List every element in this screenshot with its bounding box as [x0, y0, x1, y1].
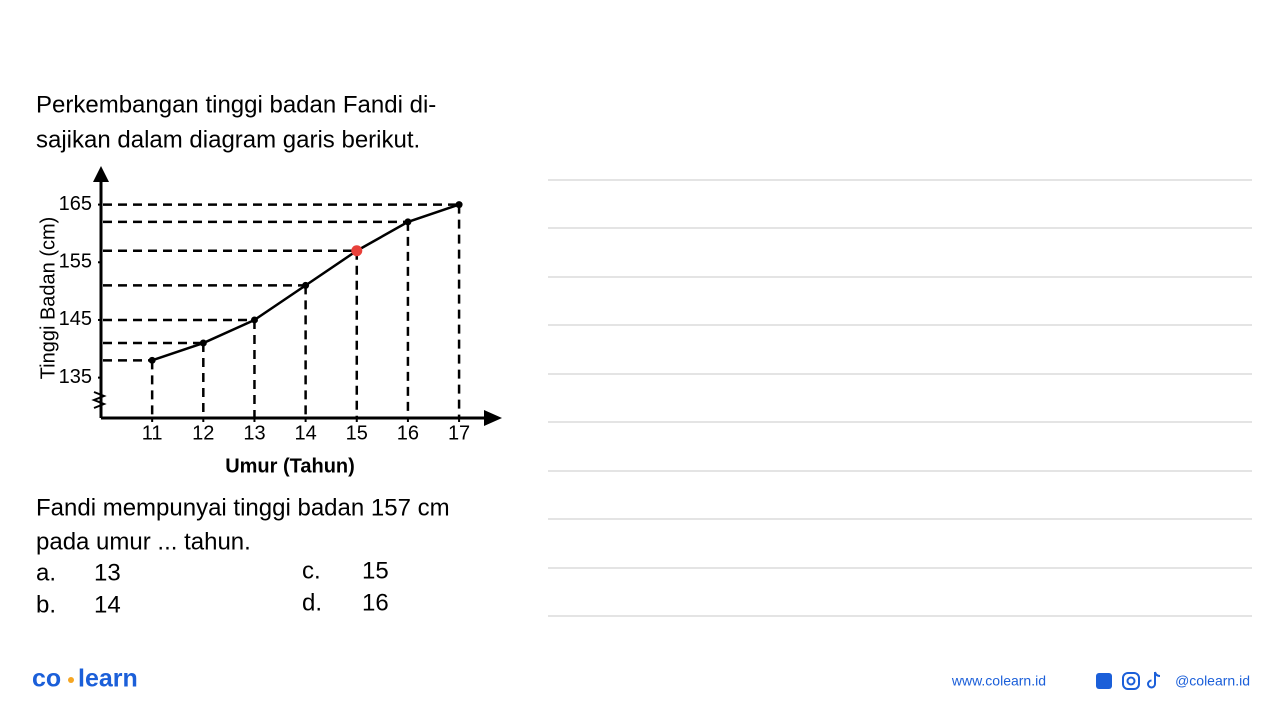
data-point: [455, 201, 463, 209]
data-point: [302, 281, 310, 289]
x-tick-label: 12: [192, 422, 214, 444]
data-point: [148, 356, 156, 364]
y-tick-label: 165: [59, 193, 92, 215]
option-text: 14: [94, 591, 121, 618]
intro-line: sajikan dalam diagram garis berikut.: [36, 126, 420, 153]
x-tick-label: 17: [448, 422, 470, 444]
axis-break: [91, 391, 107, 409]
x-tick-label: 13: [243, 422, 265, 444]
y-arrow: [93, 166, 109, 182]
y-tick-label: 145: [59, 308, 92, 330]
tiktok-icon: [1147, 671, 1161, 689]
answer-lines: [548, 179, 1252, 617]
y-tick-label: 135: [59, 366, 92, 388]
option-text: 15: [362, 557, 389, 584]
data-point: [199, 339, 207, 347]
logo: learn: [78, 665, 138, 693]
instagram-icon-lens: [1126, 676, 1136, 686]
x-tick-label: 11: [142, 422, 163, 444]
option-text: 13: [94, 559, 121, 586]
option-letter: d.: [302, 589, 322, 616]
data-point: [404, 218, 412, 226]
data-point: [351, 245, 363, 257]
y-axis-label: Tinggi Badan (cm): [37, 217, 59, 380]
website: www.colearn.id: [951, 673, 1046, 689]
instagram-icon: [1122, 672, 1140, 690]
x-arrow: [484, 410, 502, 426]
option-letter: c.: [302, 557, 321, 584]
option-text: 16: [362, 589, 389, 616]
logo-dot: [68, 677, 74, 683]
prompt-line: pada umur ... tahun.: [36, 528, 251, 555]
option-letter: a.: [36, 559, 56, 586]
x-tick-label: 14: [294, 422, 316, 444]
intro-line: Perkembangan tinggi badan Fandi di-: [36, 91, 436, 118]
handle: @colearn.id: [1175, 673, 1250, 689]
logo: co: [32, 665, 61, 693]
prompt-line: Fandi mempunyai tinggi badan 157 cm: [36, 494, 450, 521]
x-axis-label: Umur (Tahun): [225, 455, 355, 477]
y-tick-label: 155: [59, 251, 92, 273]
data-point: [250, 316, 258, 324]
facebook-icon: [1096, 673, 1112, 689]
x-tick-label: 15: [346, 422, 368, 444]
option-letter: b.: [36, 591, 56, 618]
x-tick-label: 16: [397, 422, 419, 444]
